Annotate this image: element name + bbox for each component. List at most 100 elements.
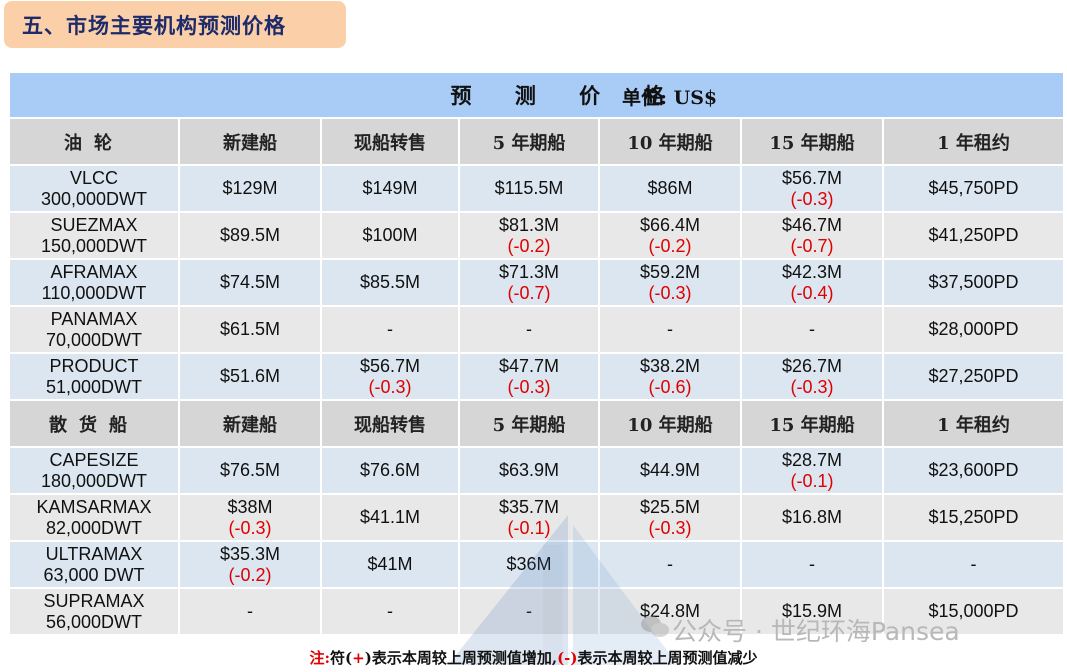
price-value: - bbox=[809, 554, 815, 574]
price-value: $41.1M bbox=[359, 507, 421, 527]
vessel-type-dwt: 82,000DWT bbox=[45, 517, 143, 538]
vessel-type-dwt: 63,000 DWT bbox=[43, 564, 145, 585]
price-value: $35.7M bbox=[498, 496, 560, 517]
price-cell: $28.7M (-0.1) bbox=[740, 446, 884, 495]
price-cell: $45,750PD bbox=[881, 164, 1066, 213]
price-cell: $100M bbox=[320, 211, 460, 260]
table-title-cell: 预 测 价 格 单位: US$ bbox=[7, 71, 1066, 119]
table-title-row: 预 测 价 格 单位: US$ bbox=[7, 71, 1066, 119]
price-value: $24.8M bbox=[639, 601, 701, 621]
column-header: 10 年期船 bbox=[598, 399, 742, 448]
footer-prefix: 注: bbox=[309, 649, 331, 667]
price-value: $63.9M bbox=[498, 460, 560, 480]
column-header: 5 年期船 bbox=[458, 117, 600, 166]
vessel-type-name: AFRAMAX bbox=[50, 261, 138, 282]
column-header: 15 年期船 bbox=[740, 117, 884, 166]
column-header: 现船转售 bbox=[320, 117, 460, 166]
vessel-type-name: PRODUCT bbox=[49, 355, 139, 376]
price-cell: $56.7M (-0.3) bbox=[740, 164, 884, 213]
column-header: 新建船 bbox=[178, 399, 322, 448]
column-header: 1 年租约 bbox=[881, 399, 1066, 448]
price-cell: $71.3M (-0.7) bbox=[458, 258, 600, 307]
vessel-type-name: ULTRAMAX bbox=[45, 543, 143, 564]
vessel-type-cell: SUEZMAX 150,000DWT bbox=[8, 211, 180, 260]
price-cell: $61.5M bbox=[178, 305, 322, 354]
price-value: $89.5M bbox=[219, 225, 281, 245]
price-cell: $81.3M (-0.2) bbox=[458, 211, 600, 260]
watermark-logo bbox=[448, 515, 678, 665]
price-value: $35.3M bbox=[219, 543, 281, 564]
price-value: - bbox=[667, 319, 673, 339]
price-cell: $85.5M bbox=[320, 258, 460, 307]
column-header: 5 年期船 bbox=[458, 399, 600, 448]
price-cell: $42.3M (-0.4) bbox=[740, 258, 884, 307]
vessel-type-dwt: 150,000DWT bbox=[40, 235, 148, 256]
vessel-type-cell: ULTRAMAX 63,000 DWT bbox=[8, 540, 180, 589]
price-cell: $129M bbox=[178, 164, 322, 213]
price-change: (-0.1) bbox=[790, 470, 834, 491]
table-row: PANAMAX 70,000DWT $61.5M - - - - $28,000PD bbox=[8, 305, 1066, 354]
price-cell: $24.8M bbox=[598, 587, 742, 636]
column-header: 1 年租约 bbox=[881, 117, 1066, 166]
price-cell: $16.8M bbox=[740, 493, 884, 542]
price-cell: $25.5M (-0.3) bbox=[598, 493, 742, 542]
price-value: $56.7M bbox=[359, 355, 421, 376]
price-value: $26.7M bbox=[781, 355, 843, 376]
price-value: $100M bbox=[362, 225, 418, 245]
price-value: $38M bbox=[227, 496, 273, 517]
price-change: (-0.3) bbox=[368, 376, 412, 397]
price-change: (-0.3) bbox=[790, 376, 834, 397]
price-value: $16.8M bbox=[781, 507, 843, 527]
price-cell: $66.4M (-0.2) bbox=[598, 211, 742, 260]
price-cell: $76.5M bbox=[178, 446, 322, 495]
price-value: $44.9M bbox=[639, 460, 701, 480]
table-row: KAMSARMAX 82,000DWT $38M (-0.3) $41.1M $35.7M… bbox=[8, 493, 1066, 542]
price-cell: $38M (-0.3) bbox=[178, 493, 322, 542]
price-cell: - bbox=[598, 540, 742, 589]
price-cell: $41M bbox=[320, 540, 460, 589]
price-change: (-0.2) bbox=[228, 564, 272, 585]
footer-part2: )表示本周较上周预测值增加, bbox=[364, 649, 558, 667]
price-cell: $37,500PD bbox=[881, 258, 1066, 307]
footer-part1: 符( bbox=[330, 649, 353, 667]
price-change: (-0.3) bbox=[507, 376, 551, 397]
vessel-type-dwt: 300,000DWT bbox=[40, 188, 148, 209]
price-cell: - bbox=[320, 305, 460, 354]
price-value: $42.3M bbox=[781, 261, 843, 282]
table-row: AFRAMAX 110,000DWT $74.5M $85.5M $71.3M (-0.7… bbox=[8, 258, 1066, 307]
price-value: $59.2M bbox=[639, 261, 701, 282]
price-value: $71.3M bbox=[498, 261, 560, 282]
price-value: $28.7M bbox=[781, 449, 843, 470]
price-cell: $59.2M (-0.3) bbox=[598, 258, 742, 307]
price-cell: - bbox=[740, 540, 884, 589]
price-change: (-0.2) bbox=[507, 235, 551, 256]
vessel-type-name: PANAMAX bbox=[50, 308, 138, 329]
price-change: (-0.2) bbox=[648, 235, 692, 256]
vessel-type-cell: CAPESIZE 180,000DWT bbox=[8, 446, 180, 495]
price-value: $66.4M bbox=[639, 214, 701, 235]
price-change: (-0.7) bbox=[790, 235, 834, 256]
price-cell: $149M bbox=[320, 164, 460, 213]
price-value: $23,600PD bbox=[928, 460, 1019, 480]
table-title: 预 测 价 格 bbox=[450, 83, 683, 108]
column-header: 散货船 bbox=[8, 399, 180, 448]
price-cell: $35.3M (-0.2) bbox=[178, 540, 322, 589]
price-cell: $115.5M bbox=[458, 164, 600, 213]
price-cell: $56.7M (-0.3) bbox=[320, 352, 460, 401]
price-value: $27,250PD bbox=[928, 366, 1019, 386]
price-cell: - bbox=[458, 587, 600, 636]
price-value: $74.5M bbox=[219, 272, 281, 292]
price-cell: $76.6M bbox=[320, 446, 460, 495]
price-value: $115.5M bbox=[494, 178, 564, 198]
price-value: $61.5M bbox=[219, 319, 281, 339]
price-value: $37,500PD bbox=[928, 272, 1019, 292]
price-value: $15,000PD bbox=[928, 601, 1019, 621]
table-row: VLCC 300,000DWT $129M $149M $115.5M $86M $56.7… bbox=[8, 164, 1066, 213]
price-value: $41M bbox=[367, 554, 413, 574]
table-unit: 单位: US$ bbox=[622, 87, 718, 109]
price-cell: $38.2M (-0.6) bbox=[598, 352, 742, 401]
tanker-header-row: 油轮 新建船 现船转售 5 年期船 10 年期船 15 年期船 1 年租约 bbox=[8, 117, 1066, 166]
watermark-text: 公众号 · 世纪环海Pansea bbox=[672, 617, 960, 646]
